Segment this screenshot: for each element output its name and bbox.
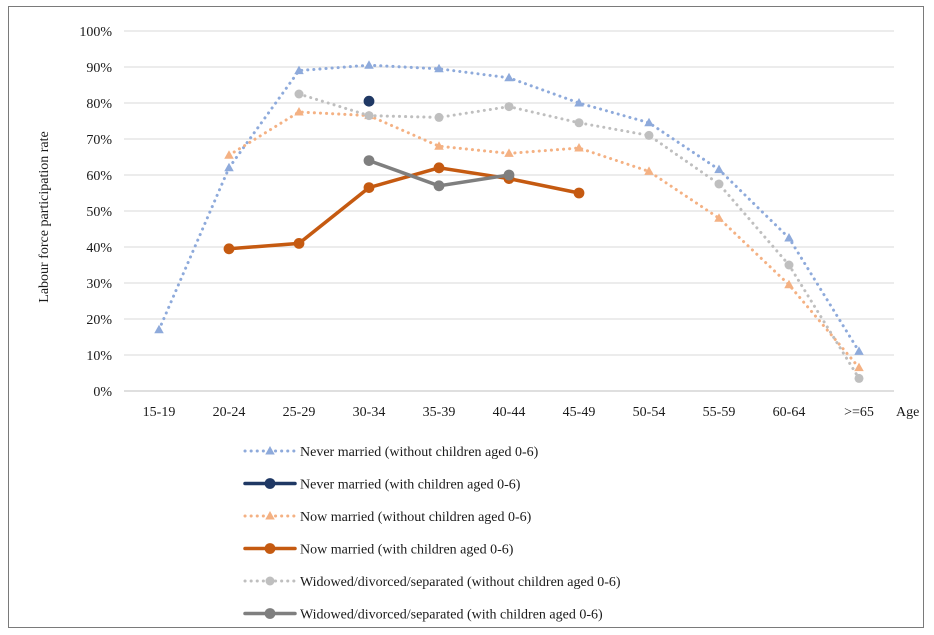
y-axis-title: Labour force participation rate <box>37 131 52 302</box>
data-point <box>714 213 724 222</box>
data-point <box>714 164 724 174</box>
data-point <box>433 180 445 192</box>
data-point <box>224 162 234 172</box>
x-tick-label: 25-29 <box>283 405 316 420</box>
y-tick-label: 40% <box>86 241 112 256</box>
legend-item: Now married (with children aged 0-6) <box>243 543 514 558</box>
y-tick-label: 30% <box>86 277 112 292</box>
legend-item: Widowed/divorced/separated (with childre… <box>243 608 603 623</box>
y-tick-label: 90% <box>86 61 112 76</box>
data-point <box>265 446 275 455</box>
data-point <box>784 233 794 242</box>
x-axis-ticks: 15-19 20-24 25-29 30-34 35-39 40-44 45-49 50-54… <box>143 405 874 420</box>
y-tick-label: 80% <box>86 97 112 112</box>
data-point <box>434 112 444 122</box>
x-tick-label: 15-19 <box>143 405 176 420</box>
data-point <box>363 182 375 194</box>
data-point <box>784 279 794 289</box>
x-tick-label: 20-24 <box>213 405 246 420</box>
series-line <box>294 89 864 383</box>
x-tick-label: 60-64 <box>773 405 806 420</box>
data-point <box>364 60 374 69</box>
data-point <box>434 141 444 150</box>
series-path <box>227 166 581 251</box>
series-line <box>223 162 585 255</box>
x-axis-title: Age <box>896 405 919 420</box>
data-point <box>223 243 235 255</box>
series-line <box>363 155 515 192</box>
series-path <box>297 92 861 380</box>
legend-item: Never married (with children aged 0-6) <box>243 478 521 493</box>
y-tick-label: 0% <box>93 385 112 400</box>
x-tick-label: 30-34 <box>353 405 386 420</box>
x-tick-label: 50-54 <box>633 405 666 420</box>
data-point <box>574 98 584 107</box>
data-point <box>644 130 654 140</box>
legend-label: Now married (with children aged 0-6) <box>300 543 514 558</box>
y-tick-label: 60% <box>86 169 112 184</box>
x-tick-label: 45-49 <box>563 405 596 420</box>
legend-label: Now married (without children aged 0-6) <box>300 510 532 525</box>
data-point <box>264 543 276 554</box>
data-point <box>644 117 654 127</box>
data-point <box>573 187 585 199</box>
data-point <box>434 63 444 73</box>
y-tick-label: 10% <box>86 349 112 364</box>
data-point <box>264 478 276 489</box>
data-point <box>854 373 864 383</box>
legend-item: Widowed/divorced/separated (without chil… <box>243 575 621 590</box>
data-point <box>644 166 654 175</box>
data-point <box>264 608 276 619</box>
series-line <box>363 95 375 107</box>
legend: Never married (without children aged 0-6… <box>243 445 621 623</box>
data-point <box>714 179 724 189</box>
legend-label: Never married (with children aged 0-6) <box>300 478 521 493</box>
legend-item: Now married (without children aged 0-6) <box>243 510 532 525</box>
legend-label: Never married (without children aged 0-6… <box>300 445 539 460</box>
data-point <box>574 118 584 128</box>
series-line <box>154 60 864 355</box>
series-layer <box>154 60 864 383</box>
data-point <box>503 169 515 181</box>
gridlines <box>124 30 894 392</box>
chart-frame <box>8 6 924 628</box>
data-point <box>363 95 375 107</box>
data-point <box>574 143 584 152</box>
data-point <box>504 72 514 82</box>
data-point <box>364 111 374 121</box>
data-point <box>265 576 275 586</box>
data-point <box>224 150 234 159</box>
legend-item: Never married (without children aged 0-6… <box>243 445 539 460</box>
y-tick-label: 20% <box>86 313 112 328</box>
data-point <box>854 346 864 355</box>
x-tick-label: 35-39 <box>423 405 456 420</box>
data-point <box>854 362 864 372</box>
series-line <box>224 107 864 372</box>
y-tick-label: 50% <box>86 205 112 220</box>
y-tick-label: 100% <box>79 25 112 40</box>
legend-label: Widowed/divorced/separated (without chil… <box>300 575 621 590</box>
data-point <box>294 65 304 75</box>
data-point <box>154 324 164 334</box>
legend-label: Widowed/divorced/separated (with childre… <box>300 608 603 623</box>
x-tick-label: >=65 <box>844 405 874 420</box>
data-point <box>293 238 305 249</box>
data-point <box>433 162 445 174</box>
x-tick-label: 40-44 <box>493 405 526 420</box>
series-path <box>227 110 861 370</box>
data-point <box>294 107 304 116</box>
y-axis-ticks: 0% 10% 20% 30% 40% 50% 60% 70% 80% 90% 100% <box>79 25 112 400</box>
data-point <box>504 148 514 157</box>
data-point <box>504 102 514 112</box>
data-point <box>294 89 304 99</box>
data-point <box>265 511 275 520</box>
x-tick-label: 55-59 <box>703 405 736 420</box>
data-point <box>363 155 375 167</box>
y-tick-label: 70% <box>86 133 112 148</box>
data-point <box>784 260 794 270</box>
